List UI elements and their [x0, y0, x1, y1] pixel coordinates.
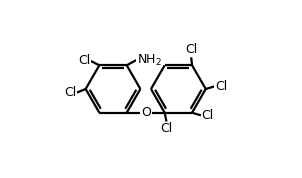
- Text: O: O: [141, 106, 151, 119]
- Text: Cl: Cl: [64, 86, 76, 99]
- Text: Cl: Cl: [201, 109, 214, 122]
- Text: NH$_2$: NH$_2$: [137, 53, 162, 67]
- Text: Cl: Cl: [215, 80, 227, 93]
- Text: Cl: Cl: [160, 122, 172, 135]
- Text: Cl: Cl: [185, 43, 197, 56]
- Text: Cl: Cl: [78, 54, 90, 67]
